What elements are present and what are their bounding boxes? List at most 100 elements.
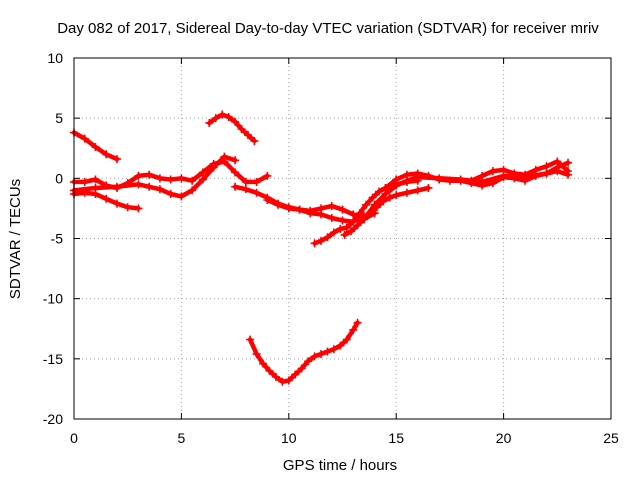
data-point [243,131,252,140]
y-tick-label: 10 [47,50,63,66]
x-tick-label: 5 [178,430,186,446]
data-point [349,325,358,334]
data-point [317,350,326,359]
data-point [166,189,175,198]
data-point [297,364,306,373]
data-point [145,170,154,179]
data-point [198,175,207,184]
data-point [317,204,326,213]
data-point [231,168,240,177]
data-point [155,185,164,194]
data-point [402,188,411,197]
data-point [284,376,293,385]
data-point [263,171,272,180]
data-point [342,335,351,344]
data-point [456,176,465,185]
data-point [274,200,283,209]
data-point [336,224,345,233]
series-arc-9 [340,183,433,239]
data-point [112,182,121,191]
data-point [166,175,175,184]
data-point [435,175,444,184]
data-point [327,214,336,223]
x-axis-label: GPS time / hours [283,457,397,474]
data-point [80,188,89,197]
data-point [349,217,358,226]
data-point [424,171,433,180]
data-point [252,350,261,359]
data-point [499,165,508,174]
data-point [310,352,319,361]
data-point [145,182,154,191]
data-point [510,169,519,178]
data-point [211,114,220,123]
data-point [220,152,229,161]
data-point [155,174,164,183]
data-point [488,167,497,176]
data-point [564,167,573,176]
data-point [362,200,371,209]
data-point [134,171,143,180]
data-point [112,155,121,164]
data-point [91,175,100,184]
data-point [323,233,332,242]
data-point [342,223,351,232]
x-tick-label: 0 [70,430,78,446]
data-point [231,156,240,165]
y-tick-label: 5 [55,110,63,126]
data-point [353,318,362,327]
data-point [349,210,358,219]
data-point [499,173,508,182]
data-point [265,366,274,375]
data-point [263,195,272,204]
data-point [542,162,551,171]
data-point [237,124,246,133]
data-point [278,377,287,386]
data-point [323,347,332,356]
data-point [91,143,100,152]
data-point [188,186,197,195]
data-point [531,165,540,174]
data-point [375,187,384,196]
data-point [304,357,313,366]
data-point [310,239,319,248]
data-point [317,236,326,245]
data-point [250,137,259,146]
data-point [542,169,551,178]
data-point [112,199,121,208]
data-point [271,372,280,381]
series-arc-5 [205,110,259,146]
data-point [80,177,89,186]
data-point [284,204,293,213]
y-axis-label: SDTVAR / TECUs [7,179,24,299]
data-point [177,174,186,183]
data-point [340,230,349,239]
data-point [252,188,261,197]
data-point [306,206,315,215]
y-tick-label: -5 [51,231,64,247]
data-point [291,370,300,379]
data-point [355,209,364,218]
data-point [295,205,304,214]
data-point [424,183,433,192]
data-point [209,163,218,172]
data-point [413,169,422,178]
data-point [259,359,268,368]
chart-title: Day 082 of 2017, Sidereal Day-to-day VTE… [57,20,599,37]
data-point [385,193,394,202]
data-point [347,227,356,236]
data-point [231,117,240,126]
data-point [231,182,240,191]
data-point [359,215,368,224]
data-point [553,157,562,166]
data-point [198,168,207,177]
data-point [478,171,487,180]
y-tick-label: -15 [43,351,63,367]
data-point [329,345,338,354]
data-point [445,176,454,185]
x-tick-label: 25 [603,430,619,446]
x-tick-label: 20 [496,430,512,446]
data-point [91,189,100,198]
x-tick-label: 15 [388,430,404,446]
